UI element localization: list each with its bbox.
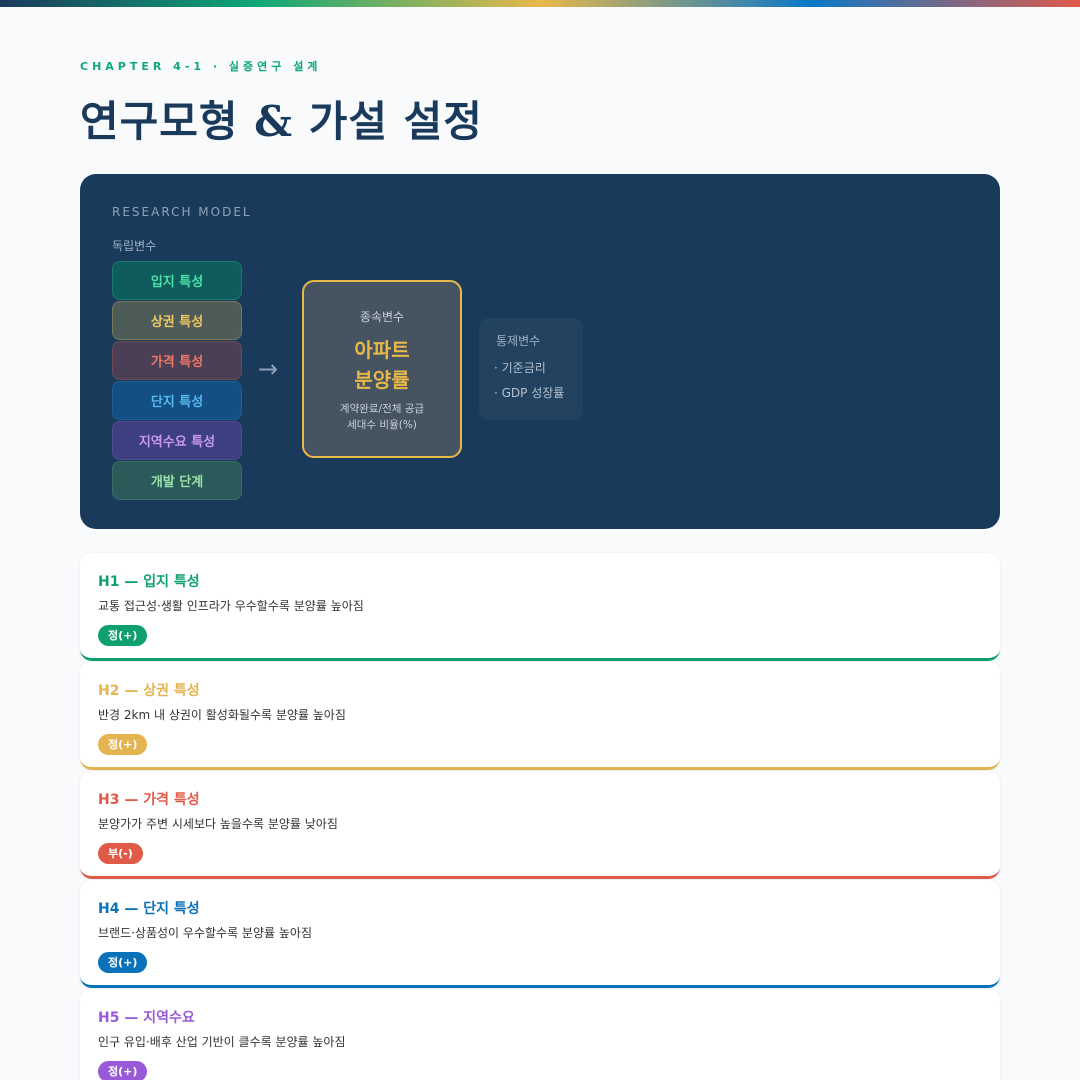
- control-variables-label: 통제변수: [496, 334, 541, 348]
- research-model-panel: RESEARCH MODEL 독립변수 입지 특성 상권 특성 가격 특성 단지 특성…: [80, 174, 1000, 529]
- dependent-name-line1: 아파트: [354, 338, 410, 362]
- dependent-variable-box: 종속변수 아파트 분양률 계약완료/전체 공급 세대수 비율(%): [302, 280, 462, 458]
- gradient-top-bar: [0, 0, 1080, 7]
- direction-badge: 부(-): [98, 843, 143, 864]
- dependent-desc-line2: 세대수 비율(%): [347, 419, 417, 431]
- hypothesis-description: 브랜드·상품성이 우수할수록 분양률 높아짐: [98, 926, 312, 940]
- hypothesis-title: H1 — 입지 특성: [98, 574, 200, 590]
- direction-badge: 정(+): [98, 1061, 148, 1080]
- hypothesis-description: 교통 접근성·생활 인프라가 우수할수록 분양률 높아짐: [98, 599, 364, 613]
- control-variables-box: 통제변수 · 기준금리 · GDP 성장률: [479, 318, 583, 420]
- dependent-variable-name: 아파트 분양률: [304, 335, 460, 395]
- dependent-desc-line1: 계약완료/전체 공급: [339, 403, 425, 415]
- hypothesis-title: H3 — 가격 특성: [98, 792, 200, 808]
- independent-variable-item: 단지 특성: [112, 381, 242, 420]
- page-title: 연구모형 & 가설 설정: [80, 97, 483, 146]
- control-variable-item: · GDP 성장률: [494, 386, 565, 400]
- arrow-right-icon: →: [258, 355, 279, 383]
- hypothesis-description: 분양가가 주변 시세보다 높을수록 분양률 낮아짐: [98, 817, 338, 831]
- hypothesis-description: 인구 유입·배후 산업 기반이 클수록 분양률 높아짐: [98, 1035, 346, 1049]
- direction-badge: 정(+): [98, 625, 148, 646]
- direction-badge: 정(+): [98, 952, 148, 973]
- independent-variable-item: 개발 단계: [112, 461, 242, 500]
- dependent-name-line2: 분양률: [354, 368, 410, 392]
- independent-variables-list: 입지 특성 상권 특성 가격 특성 단지 특성 지역수요 특성 개발 단계: [112, 261, 242, 501]
- independent-variable-item: 상권 특성: [112, 301, 242, 340]
- independent-variables-label: 독립변수: [112, 239, 157, 253]
- independent-variable-item: 입지 특성: [112, 261, 242, 300]
- hypothesis-description: 반경 2km 내 상권이 활성화될수록 분양률 높아짐: [98, 708, 346, 722]
- dependent-variable-label: 종속변수: [359, 310, 405, 324]
- dependent-variable-description: 계약완료/전체 공급 세대수 비율(%): [304, 401, 460, 433]
- independent-variable-item: 가격 특성: [112, 341, 242, 380]
- independent-variable-item: 지역수요 특성: [112, 421, 242, 460]
- direction-badge: 정(+): [98, 734, 148, 755]
- hypothesis-title: H2 — 상권 특성: [98, 683, 200, 699]
- hypothesis-title: H5 — 지역수요: [98, 1010, 195, 1026]
- hypothesis-title: H4 — 단지 특성: [98, 901, 200, 917]
- research-model-label: RESEARCH MODEL: [112, 205, 252, 219]
- chapter-eyebrow: CHAPTER 4-1 · 실증연구 설계: [80, 60, 322, 73]
- control-variable-item: · 기준금리: [494, 361, 546, 375]
